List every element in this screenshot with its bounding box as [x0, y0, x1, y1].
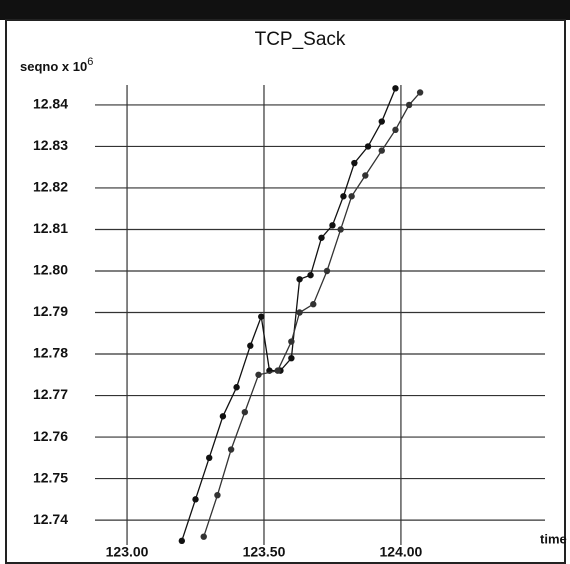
y-label-exponent: 6: [87, 56, 93, 68]
data-point: [227, 446, 235, 453]
window-bar: [0, 0, 570, 20]
data-point: [340, 193, 347, 200]
data-point: [329, 222, 336, 229]
data-point: [233, 384, 240, 391]
data-point: [200, 533, 207, 540]
data-point: [258, 313, 265, 320]
data-point: [364, 143, 372, 150]
data-point: [288, 354, 295, 362]
data-point: [178, 537, 186, 545]
data-point: [378, 118, 385, 125]
data-point: [392, 126, 399, 134]
data-point: [247, 342, 254, 349]
data-point: [241, 408, 249, 416]
x-tick-label: 123.00: [106, 544, 149, 560]
data-point: [255, 371, 262, 378]
y-tick-label: 12.74: [33, 511, 68, 527]
y-tick-label: 12.78: [33, 345, 68, 361]
data-point: [323, 267, 331, 275]
data-point: [296, 276, 303, 283]
data-point: [405, 101, 413, 109]
data-point: [351, 159, 358, 167]
data-point: [192, 496, 199, 503]
y-label-text: seqno x 10: [20, 59, 87, 74]
data-point: [214, 491, 221, 499]
data-point: [219, 413, 227, 420]
y-tick-label: 12.76: [33, 428, 68, 444]
y-tick-label: 12.80: [33, 262, 68, 278]
y-tick-label: 12.83: [33, 137, 68, 153]
x-tick-label: 124.00: [380, 544, 423, 560]
data-point: [378, 147, 385, 154]
data-point: [274, 367, 281, 374]
data-point: [288, 338, 295, 345]
data-point: [206, 454, 213, 462]
data-point: [348, 193, 355, 200]
series-line: [203, 92, 421, 537]
y-tick-label: 12.79: [33, 303, 68, 319]
chart-title: TCP_Sack: [255, 29, 346, 50]
data-point: [392, 85, 399, 92]
data-point: [362, 172, 369, 179]
x-axis-label: time: [540, 531, 567, 546]
frame: [5, 19, 566, 564]
y-tick-label: 12.81: [33, 220, 68, 236]
y-tick-label: 12.84: [33, 96, 68, 112]
y-tick-label: 12.82: [33, 179, 68, 195]
x-tick-label: 123.50: [243, 544, 286, 560]
series-line: [181, 88, 397, 542]
y-tick-label: 12.77: [33, 386, 68, 402]
data-point: [318, 234, 325, 241]
data-point: [416, 89, 424, 96]
data-point: [296, 309, 303, 316]
y-axis-label: seqno x 106: [20, 56, 93, 75]
data-point: [307, 271, 314, 279]
y-tick-label: 12.75: [33, 469, 68, 485]
data-point: [337, 226, 344, 233]
data-point: [310, 301, 317, 308]
